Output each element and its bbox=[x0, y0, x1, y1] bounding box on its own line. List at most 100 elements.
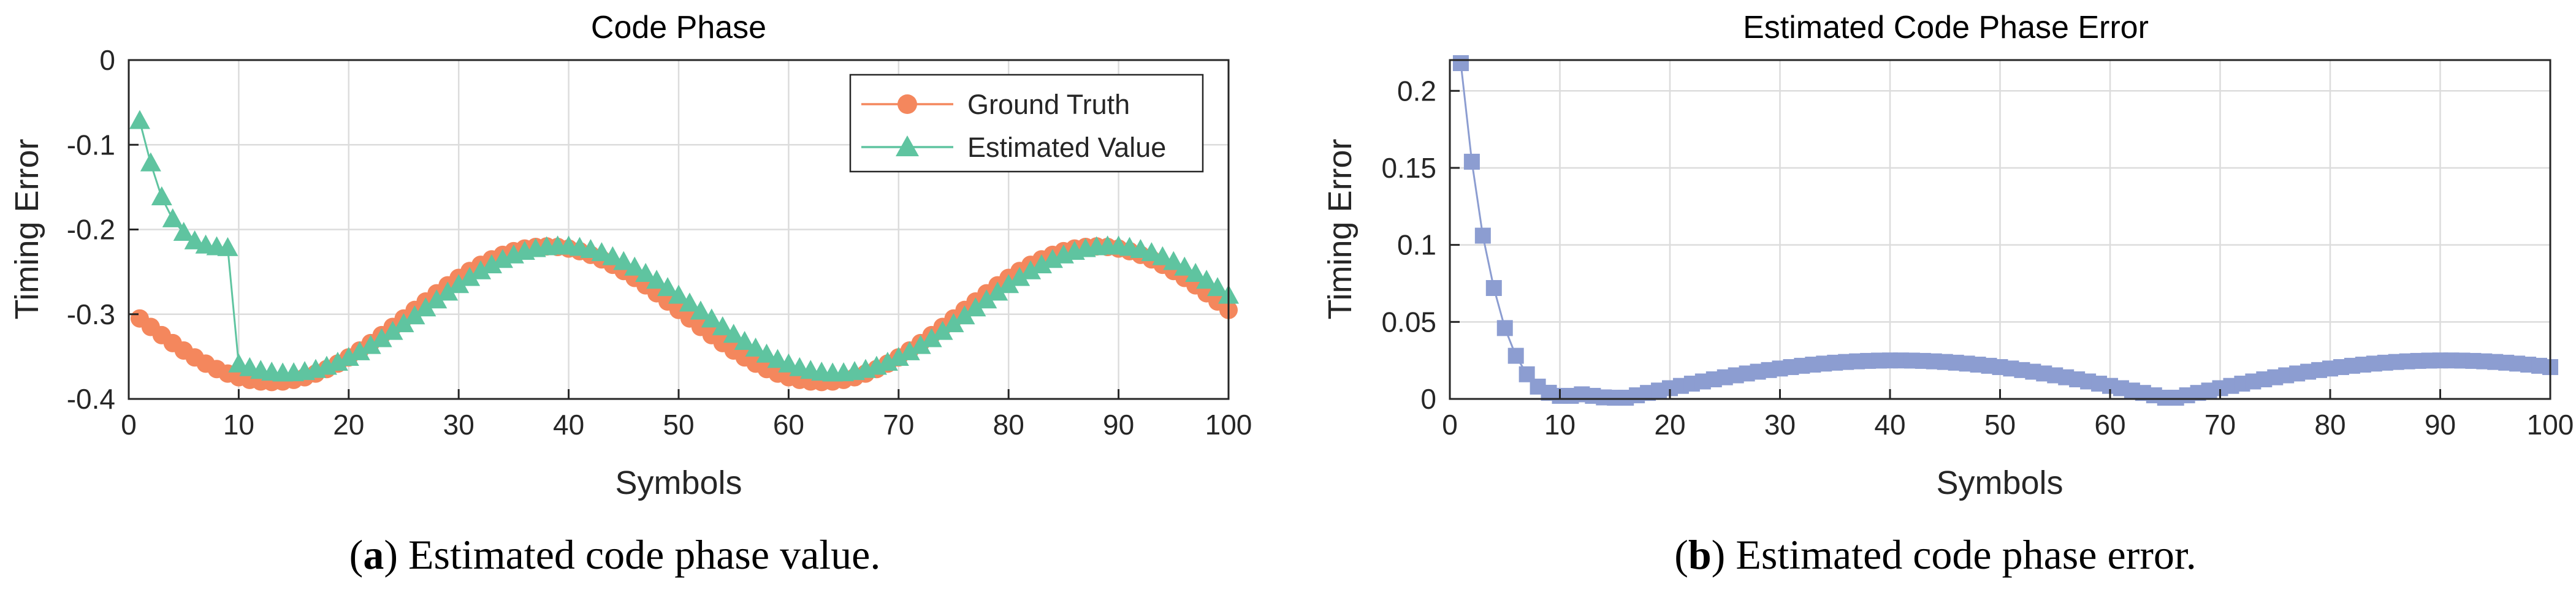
data-point-estimated-value bbox=[349, 341, 370, 360]
data-point-estimated-value bbox=[338, 347, 359, 366]
x-tick-label: 90 bbox=[2425, 409, 2456, 441]
y-tick-label: 0.2 bbox=[1397, 75, 1436, 107]
data-point-estimated-value bbox=[888, 347, 909, 366]
x-tick-label: 0 bbox=[121, 409, 137, 441]
x-tick-label: 50 bbox=[663, 409, 694, 441]
x-tick-label: 40 bbox=[553, 409, 584, 441]
data-point-estimated-value bbox=[734, 331, 755, 351]
x-tick-label: 60 bbox=[2094, 409, 2125, 441]
data-point-estimated-value bbox=[459, 267, 481, 286]
data-point-estimated-code-phase-error bbox=[1507, 347, 1524, 364]
y-tick-label: -0.1 bbox=[67, 129, 115, 161]
data-point-estimated-code-phase-error bbox=[1485, 280, 1502, 297]
x-tick-label: 70 bbox=[883, 409, 914, 441]
data-point-estimated-value bbox=[415, 297, 436, 317]
x-tick-label: 90 bbox=[1103, 409, 1134, 441]
x-tick-label: 70 bbox=[2204, 409, 2236, 441]
data-point-estimated-value bbox=[151, 186, 172, 205]
data-point-estimated-value bbox=[1141, 242, 1162, 262]
y-tick-label: 0.15 bbox=[1381, 152, 1436, 184]
data-point-estimated-value bbox=[1009, 267, 1031, 286]
x-tick-label: 40 bbox=[1874, 409, 1905, 441]
data-point-estimated-value bbox=[371, 328, 392, 347]
data-point-estimated-value bbox=[646, 270, 668, 289]
chart-a-legend: Ground Truth Estimated Value bbox=[849, 74, 1204, 173]
data-point-estimated-value bbox=[690, 300, 711, 320]
data-point-estimated-value bbox=[613, 251, 634, 270]
x-tick-label: 50 bbox=[1984, 409, 2016, 441]
data-point-estimated-value bbox=[1207, 277, 1229, 297]
data-point-estimated-value bbox=[217, 237, 238, 256]
data-point-estimated-code-phase-error bbox=[1496, 320, 1513, 336]
data-point-estimated-code-phase-error bbox=[1452, 55, 1469, 72]
caption-b: (b) Estimated code phase error. bbox=[1674, 531, 2197, 578]
data-point-estimated-value bbox=[1185, 263, 1206, 283]
x-tick-label: 10 bbox=[1544, 409, 1576, 441]
chart-b-series bbox=[1452, 55, 2558, 406]
chart-a-series bbox=[129, 110, 1239, 392]
data-point-estimated-value bbox=[932, 320, 953, 340]
data-point-estimated-code-phase-error bbox=[1463, 153, 1480, 170]
data-point-estimated-value bbox=[382, 320, 403, 340]
data-point-estimated-value bbox=[327, 351, 348, 371]
caption-a: (a) Estimated code phase value. bbox=[349, 531, 881, 578]
x-tick-label: 100 bbox=[2527, 409, 2574, 441]
data-point-estimated-value bbox=[591, 242, 612, 262]
data-point-estimated-value bbox=[921, 328, 942, 347]
data-point-estimated-value bbox=[745, 337, 766, 357]
data-point-estimated-value bbox=[162, 208, 183, 227]
chart-b-ylabel: Timing Error bbox=[1322, 138, 1358, 319]
y-tick-label: -0.4 bbox=[67, 383, 115, 415]
data-point-estimated-value bbox=[712, 316, 733, 336]
data-point-estimated-value bbox=[1174, 256, 1195, 276]
caption-a-letter: a bbox=[363, 531, 384, 578]
data-point-estimated-value bbox=[624, 256, 646, 276]
data-point-estimated-value bbox=[877, 351, 898, 371]
chart-a-title: Code Phase bbox=[591, 10, 766, 45]
y-tick-label: 0.1 bbox=[1397, 229, 1436, 261]
data-point-estimated-value bbox=[481, 254, 503, 273]
legend-marker-ground-truth bbox=[897, 94, 917, 114]
data-point-estimated-value bbox=[360, 335, 381, 354]
chart-panel-a: Code Phase 0 10 20 30 40 50 60 70 80 90 100 0 -0.1 -0… bbox=[9, 10, 1252, 501]
chart-a-ylabel: Timing Error bbox=[9, 138, 45, 319]
data-point-estimated-value bbox=[767, 349, 788, 368]
data-point-estimated-value bbox=[173, 222, 194, 241]
series-line-estimated-code-phase-error bbox=[1460, 63, 2551, 399]
legend-label-ground-truth: Ground Truth bbox=[967, 89, 1130, 120]
legend-marker-estimated-value bbox=[896, 135, 919, 156]
data-point-estimated-value bbox=[140, 152, 161, 172]
data-point-estimated-value bbox=[1152, 246, 1173, 265]
data-point-estimated-value bbox=[723, 324, 744, 343]
chart-a-ticks: 0 10 20 30 40 50 60 70 80 90 100 0 -0.1 -0.2 -0.3 -0.4 bbox=[67, 44, 1252, 441]
data-point-estimated-value bbox=[1031, 254, 1053, 273]
chart-b-ticks: 0 10 20 30 40 50 60 70 80 90 100 0 0.05 0.1 0.15 0.2 bbox=[1381, 75, 2574, 441]
x-tick-label: 20 bbox=[1654, 409, 1685, 441]
x-tick-label: 30 bbox=[1764, 409, 1796, 441]
data-point-estimated-value bbox=[1196, 270, 1218, 289]
data-point-estimated-value bbox=[426, 289, 448, 309]
data-point-estimated-value bbox=[657, 277, 679, 297]
data-point-estimated-value bbox=[1020, 260, 1042, 279]
data-point-estimated-value bbox=[470, 260, 492, 279]
chart-b-grid bbox=[1449, 60, 2551, 400]
data-point-estimated-value bbox=[954, 305, 975, 325]
y-tick-label: 0 bbox=[99, 44, 115, 76]
data-point-estimated-value bbox=[679, 292, 700, 312]
chart-panel-b: Estimated Code Phase Error 0 10 20 30 40 50 60… bbox=[1322, 10, 2574, 501]
y-tick-label: 0.05 bbox=[1381, 306, 1436, 338]
caption-b-letter: b bbox=[1688, 531, 1712, 578]
data-point-estimated-value bbox=[184, 230, 205, 249]
chart-a-xlabel: Symbols bbox=[615, 465, 742, 501]
data-point-estimated-value bbox=[635, 263, 657, 283]
x-tick-label: 100 bbox=[1205, 409, 1252, 441]
data-point-estimated-value bbox=[965, 297, 986, 317]
data-point-estimated-value bbox=[448, 274, 470, 294]
data-point-estimated-value bbox=[404, 305, 425, 325]
data-point-estimated-value bbox=[943, 313, 964, 333]
y-tick-label: -0.3 bbox=[67, 298, 115, 330]
data-point-estimated-value bbox=[756, 343, 777, 363]
data-point-estimated-code-phase-error bbox=[1474, 227, 1491, 244]
data-point-estimated-value bbox=[393, 313, 414, 333]
